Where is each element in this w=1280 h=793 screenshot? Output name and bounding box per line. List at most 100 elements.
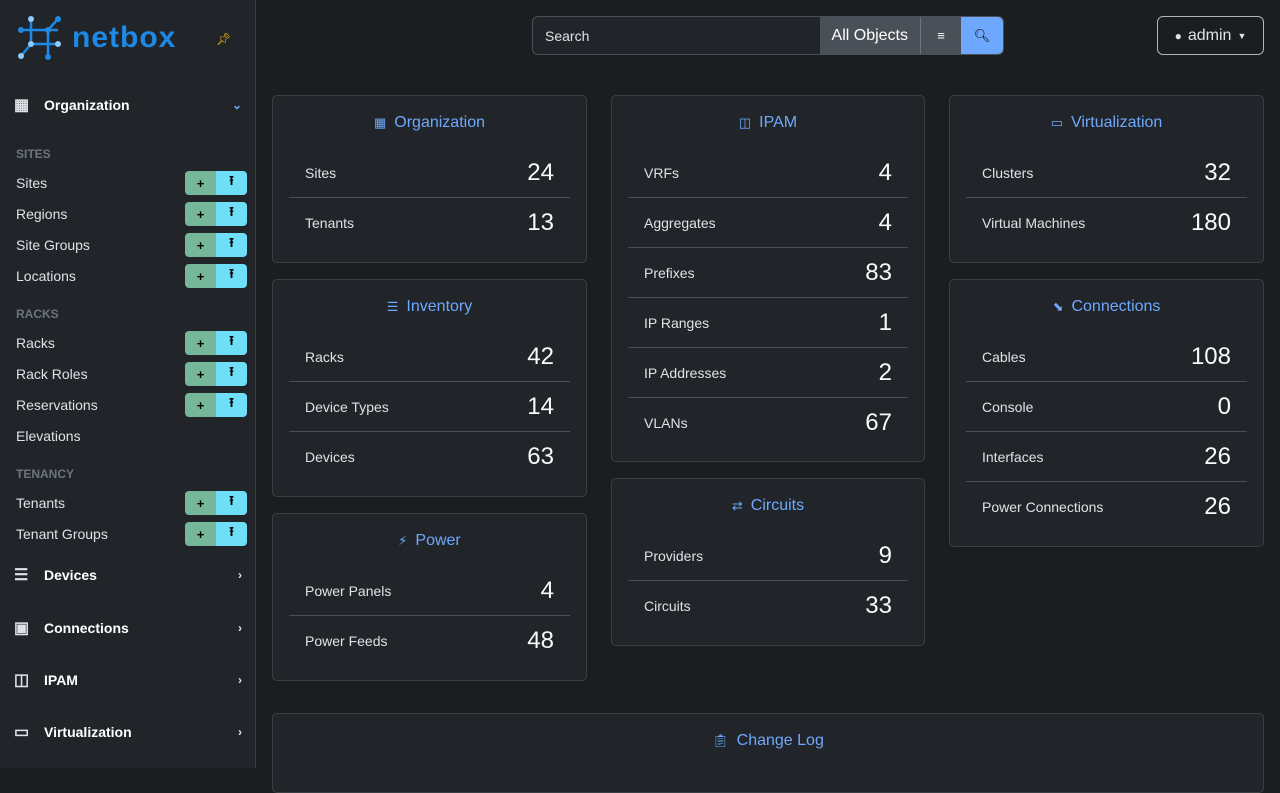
stat-row[interactable]: Power Panels 4: [289, 566, 570, 616]
stat-label[interactable]: Aggregates: [644, 214, 716, 231]
item-actions: + ⭱: [185, 171, 247, 195]
import-button[interactable]: ⭱: [216, 362, 247, 386]
domain-icon: ▦: [373, 115, 387, 130]
stat-label[interactable]: Cables: [982, 348, 1026, 365]
stat-row[interactable]: Device Types 14: [289, 382, 570, 432]
sidebar-item-link[interactable]: Regions: [16, 206, 68, 222]
stat-row[interactable]: VRFs 4: [628, 148, 908, 198]
card-title-text: Organization: [394, 114, 485, 131]
stat-label[interactable]: Interfaces: [982, 448, 1044, 465]
stat-label[interactable]: Device Types: [305, 398, 389, 415]
stat-label[interactable]: Virtual Machines: [982, 215, 1086, 231]
stat-row[interactable]: Providers 9: [628, 531, 908, 581]
stat-row[interactable]: VLANs 67: [628, 398, 908, 448]
stat-row[interactable]: IP Addresses 2: [628, 348, 908, 398]
sidebar-section-label: Connections: [44, 620, 129, 636]
stat-label[interactable]: Sites: [305, 164, 337, 181]
stat-row[interactable]: Circuits 33: [628, 581, 908, 631]
stat-count: 0: [1217, 392, 1231, 420]
sidebar-item-link[interactable]: Sites: [16, 175, 48, 191]
add-button[interactable]: +: [185, 264, 216, 288]
sidebar-item-link[interactable]: Rack Roles: [16, 366, 88, 382]
add-button[interactable]: +: [185, 171, 216, 195]
pin-sidebar-icon[interactable]: 📌︎: [216, 32, 232, 46]
stat-row[interactable]: Power Feeds 48: [289, 616, 570, 666]
sidebar-section-devices[interactable]: ☰ Devices ›: [14, 565, 242, 585]
stat-label[interactable]: Providers: [644, 547, 704, 564]
stat-label[interactable]: Power Panels: [305, 582, 392, 599]
stat-row[interactable]: IP Ranges 1: [628, 298, 908, 348]
stat-label[interactable]: VLANs: [644, 415, 688, 431]
import-button[interactable]: ⭱: [216, 233, 247, 257]
sidebar-item-link[interactable]: Site Groups: [16, 237, 90, 253]
stat-label[interactable]: Prefixes: [644, 264, 695, 281]
item-actions: + ⭱: [185, 491, 247, 515]
sidebar-item-link[interactable]: Racks: [16, 335, 55, 351]
sidebar-item-link[interactable]: Reservations: [16, 397, 98, 413]
stat-label[interactable]: Power Feeds: [305, 633, 388, 649]
add-button[interactable]: +: [185, 331, 216, 355]
stat-label[interactable]: Racks: [305, 348, 344, 365]
item-actions: + ⭱: [185, 522, 247, 546]
caret-down-icon: ▼: [1237, 30, 1247, 41]
search-button[interactable]: 🔍︎: [961, 17, 1003, 54]
stat-row[interactable]: Devices 63: [289, 432, 570, 482]
account-icon: ●: [1174, 28, 1182, 43]
add-button[interactable]: +: [185, 393, 216, 417]
import-button[interactable]: ⭱: [216, 171, 247, 195]
add-button[interactable]: +: [185, 491, 216, 515]
card-title-text: Change Log: [736, 732, 824, 749]
user-menu-button[interactable]: ● admin ▼: [1157, 16, 1264, 55]
sidebar-group-heading: TENANCY: [16, 467, 75, 481]
stat-label[interactable]: IP Ranges: [644, 314, 710, 331]
import-button[interactable]: ⭱: [216, 264, 247, 288]
stat-label[interactable]: Devices: [305, 449, 355, 465]
search-scope-select[interactable]: All Objects: [819, 17, 921, 54]
stat-row[interactable]: Tenants 13: [289, 198, 570, 248]
stat-row[interactable]: Interfaces 26: [966, 432, 1247, 482]
stat-count: 180: [1190, 209, 1231, 236]
sidebar-item-link[interactable]: Elevations: [16, 428, 81, 444]
filter-icon[interactable]: ≡: [921, 17, 961, 54]
import-button[interactable]: ⭱: [216, 202, 247, 226]
sidebar-section-ipam[interactable]: ◫ IPAM ›: [14, 670, 242, 690]
sidebar-section-connections[interactable]: ▣ Connections ›: [14, 618, 242, 638]
chevron-right-icon: ›: [238, 725, 242, 739]
stat-row[interactable]: Cables 108: [966, 332, 1247, 382]
item-actions: + ⭱: [185, 264, 247, 288]
stat-count: 48: [527, 627, 554, 654]
import-button[interactable]: ⭱: [216, 522, 247, 546]
stat-label[interactable]: IP Addresses: [644, 364, 727, 381]
stat-label[interactable]: Circuits: [644, 598, 691, 614]
sidebar-item-link[interactable]: Tenant Groups: [16, 526, 108, 542]
search-input[interactable]: Search: [533, 17, 820, 54]
sidebar-item-link[interactable]: Tenants: [16, 495, 66, 511]
import-button[interactable]: ⭱: [216, 393, 247, 417]
import-button[interactable]: ⭱: [216, 491, 247, 515]
netbox-logo[interactable]: netbox: [16, 14, 176, 62]
flash-icon: ⚡︎: [398, 533, 408, 548]
stat-row[interactable]: Clusters 32: [966, 148, 1247, 198]
add-button[interactable]: +: [185, 522, 216, 546]
import-button[interactable]: ⭱: [216, 331, 247, 355]
stat-label[interactable]: VRFs: [644, 164, 679, 181]
stat-row[interactable]: Prefixes 83: [628, 248, 908, 298]
stat-count: 33: [865, 592, 892, 619]
add-button[interactable]: +: [185, 233, 216, 257]
sidebar-item-link[interactable]: Locations: [16, 268, 76, 284]
stat-label[interactable]: Console: [982, 398, 1034, 415]
item-actions: + ⭱: [185, 393, 247, 417]
stat-row[interactable]: Virtual Machines 180: [966, 198, 1247, 248]
stat-label[interactable]: Power Connections: [982, 499, 1104, 515]
stat-row[interactable]: Racks 42: [289, 332, 570, 382]
stat-row[interactable]: Sites 24: [289, 148, 570, 198]
stat-label[interactable]: Tenants: [305, 215, 355, 231]
stat-label[interactable]: Clusters: [982, 164, 1034, 181]
add-button[interactable]: +: [185, 202, 216, 226]
add-button[interactable]: +: [185, 362, 216, 386]
sidebar-section-virtualization[interactable]: ▭ Virtualization ›: [14, 722, 242, 742]
stat-row[interactable]: Console 0: [966, 382, 1247, 432]
stat-row[interactable]: Power Connections 26: [966, 482, 1247, 532]
sidebar-section-organization[interactable]: ▦ Organization ⌄: [14, 95, 242, 115]
stat-row[interactable]: Aggregates 4: [628, 198, 908, 248]
